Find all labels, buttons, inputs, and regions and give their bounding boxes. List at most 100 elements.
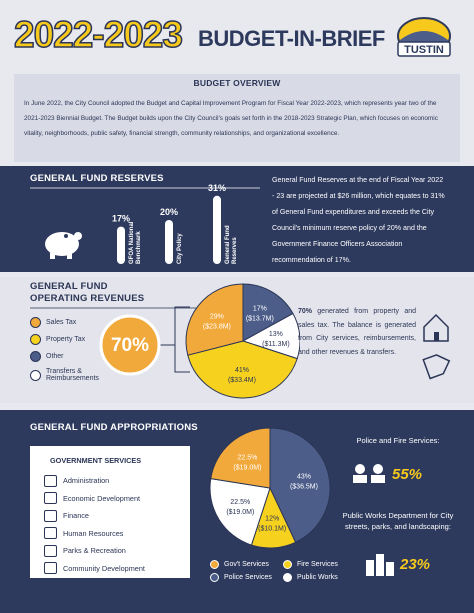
legend-item: Police Services [210, 573, 272, 582]
legend-dot [30, 369, 41, 381]
legend-label: Public Works [297, 574, 338, 581]
bold-text: 70% [298, 308, 313, 315]
bar-label: General Fund [225, 225, 231, 264]
service-item: Parks & Recreation [44, 542, 188, 560]
bar-value-label: 20% [160, 207, 178, 217]
service-label: Economic Development [63, 493, 141, 503]
legend-label: Police Services [224, 574, 272, 581]
legend-label: Fire Services [297, 561, 338, 568]
revenues-text: 70% generated from property and sales ta… [298, 305, 416, 359]
overview-text: In June 2022, the City Council adopted t… [24, 100, 438, 137]
bar-label: Benchmark [136, 231, 142, 264]
appropriations-heading: GENERAL FUND APPROPRIATIONS [30, 422, 198, 433]
icon [353, 464, 385, 483]
pie-slice [210, 427, 271, 489]
service-item: Human Resources [44, 525, 188, 543]
slice-value-label: 13% [269, 331, 283, 338]
service-label: Parks & Recreation [63, 546, 126, 556]
bar [117, 226, 125, 264]
service-icon [44, 544, 57, 557]
legend-dot [30, 351, 41, 362]
legend-label: Other [46, 353, 64, 360]
heading-line: GENERAL FUND [30, 281, 108, 292]
slice-amount-label: ($11.3M) [262, 341, 290, 348]
bar-value-label: 17% [112, 214, 130, 224]
slice-value-label: 22.5% [230, 499, 250, 506]
service-icon [44, 562, 57, 575]
slice-value-label: 41% [235, 367, 249, 374]
legend-dot [210, 573, 219, 582]
slice-amount-label: ($19.0M) [226, 509, 254, 516]
bar-value-label: 31% [208, 183, 226, 193]
slice-amount-label: ($23.8M) [203, 324, 231, 331]
legend-item: Gov't Services [210, 560, 269, 569]
public-works-text: Public Works Department for City streets… [342, 511, 454, 531]
overview-box [14, 74, 460, 162]
legend-label: Gov't Services [224, 561, 269, 568]
logo: TUSTIN [397, 17, 451, 57]
legend-label: Transfers & Reimbursements [46, 368, 99, 382]
overview-heading: BUDGET OVERVIEW [193, 78, 281, 88]
services-list: Administration Economic Development Financ… [44, 472, 188, 577]
legend-item: Public Works [283, 573, 338, 582]
service-label: Human Resources [63, 528, 124, 538]
service-item: Economic Development [44, 490, 188, 508]
icon [366, 554, 394, 576]
logo-text: TUSTIN [404, 44, 444, 56]
legend-item: Transfers & Reimbursements [30, 368, 110, 382]
bar-label: Reserves [232, 237, 238, 264]
reserves-section [0, 166, 474, 272]
year: 2022-2023 [13, 13, 183, 56]
service-item: Community Development [44, 560, 188, 578]
police-fire-value: 55% [392, 466, 423, 483]
legend-dot [283, 573, 292, 582]
slice-value-label: 29% [210, 314, 224, 321]
public-works-value: 23% [400, 556, 431, 573]
bar [213, 195, 221, 264]
service-item: Administration [44, 472, 188, 490]
slice-amount-label: ($19.0M) [233, 465, 261, 472]
legend-item: Other [30, 351, 110, 362]
text: generated from property and sales tax. T… [298, 308, 416, 356]
slice-amount-label: ($13.7M) [246, 316, 274, 323]
slice-value-label: 12% [265, 516, 279, 523]
service-label: Community Development [63, 563, 145, 573]
police-fire-text: Police and Fire Services: [356, 436, 440, 445]
legend-label: Sales Tax [46, 319, 77, 326]
slice-amount-label: ($10.1M) [258, 526, 286, 533]
service-icon [44, 474, 57, 487]
legend-label: Property Tax [46, 336, 86, 343]
slice-value-label: 22.5% [237, 455, 257, 462]
legend-item: Fire Services [283, 560, 338, 569]
bar-label: GFOA National [129, 221, 135, 264]
icons [422, 313, 451, 380]
reserves-heading: GENERAL FUND RESERVES [30, 173, 164, 184]
highlight: 70% [111, 335, 149, 356]
service-icon [44, 527, 57, 540]
reserves-chart: 17%GFOA National Benchmark 20% City Policy 3… [30, 183, 260, 264]
pie-slice [185, 283, 244, 356]
service-icon [44, 509, 57, 522]
service-label: Administration [63, 476, 110, 486]
legend-dot [30, 334, 41, 345]
pie-slice [242, 283, 294, 342]
slice-value-label: 17% [253, 306, 267, 313]
pie-slice [269, 427, 331, 543]
appropriations-chart: 43% ($36.5M) 12% ($10.1M) 22.5% ($19.0M) 22.5%… [209, 427, 331, 549]
service-icon [44, 492, 57, 505]
title: BUDGET-IN-BRIEF [198, 26, 385, 51]
heading-line: OPERATING REVENUES [30, 293, 145, 304]
legend-item: Property Tax [30, 334, 110, 345]
service-item: Finance [44, 507, 188, 525]
slice-amount-label: ($36.5M) [290, 483, 318, 490]
legend-dot [283, 560, 292, 569]
bar [165, 220, 173, 264]
bar-label: City Policy [177, 233, 183, 264]
slice-value-label: 43% [297, 473, 311, 480]
legend-dot [210, 560, 219, 569]
services-heading: GOVERNMENT SERVICES [50, 456, 142, 465]
pie-slice [209, 478, 271, 546]
revenues-heading: GENERAL FUND OPERATING REVENUES [30, 281, 144, 305]
reserves-text: General Fund Reserves at the end of Fisc… [272, 176, 445, 264]
